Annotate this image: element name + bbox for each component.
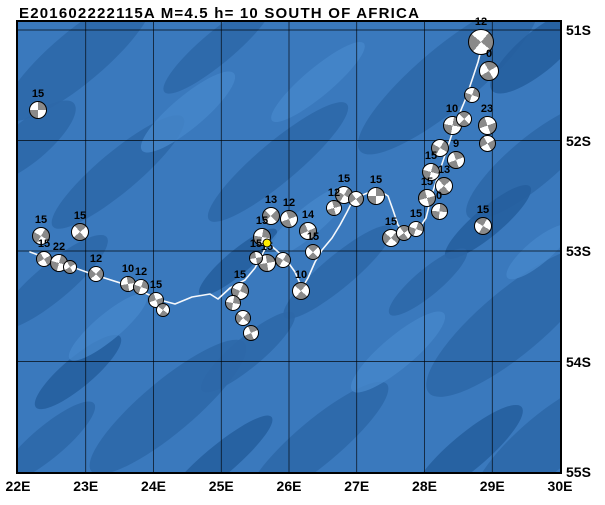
depth-label: 15 — [369, 174, 383, 186]
depth-label: 15 — [337, 173, 351, 185]
plot-title: E201602222115A M=4.5 h= 10 SOUTH OF AFRI… — [19, 5, 421, 22]
lon-label: 26E — [276, 478, 302, 494]
lon-label: 29E — [479, 478, 505, 494]
focal-mechanism — [479, 61, 499, 81]
focal-mechanism — [235, 310, 251, 326]
focal-mechanism — [292, 282, 310, 300]
graticule — [18, 22, 560, 472]
focal-mechanism — [133, 279, 149, 295]
depth-label: 15 — [37, 238, 51, 250]
depth-label: 15 — [306, 231, 320, 243]
depth-label: 0 — [435, 189, 443, 202]
lon-label: 22E — [5, 478, 31, 494]
focal-mechanism — [430, 202, 448, 220]
depth-label: 15 — [424, 150, 438, 162]
focal-mechanism — [477, 115, 497, 135]
lat-label: 53S — [566, 243, 591, 259]
focal-mechanism — [326, 200, 342, 216]
focal-mechanism — [431, 139, 449, 157]
depth-label: 13 — [264, 194, 278, 206]
depth-label: 15 — [73, 210, 87, 222]
lon-label: 25E — [208, 478, 234, 494]
focal-mechanism — [225, 295, 241, 311]
depth-label: 15 — [249, 238, 263, 250]
depth-label: 10 — [121, 263, 135, 275]
depth-label: 12 — [327, 187, 341, 199]
focal-mechanism — [156, 303, 170, 317]
focal-mechanism — [408, 221, 424, 237]
focal-mechanism — [71, 223, 89, 241]
lat-label: 55S — [566, 464, 591, 480]
focal-mechanism — [243, 325, 259, 341]
focal-mechanism — [367, 187, 385, 205]
depth-label: 15 — [476, 204, 490, 216]
depth-label: 15 — [34, 214, 48, 226]
focal-mechanism — [299, 222, 317, 240]
lon-label: 28E — [412, 478, 437, 494]
focal-mechanism — [305, 244, 321, 260]
depth-label: 14 — [301, 209, 315, 221]
focal-mechanism — [447, 151, 465, 169]
focal-mechanism — [348, 191, 364, 207]
lon-label: 27E — [344, 478, 370, 494]
depth-label: 15 — [255, 215, 269, 227]
focal-mechanism — [32, 227, 50, 245]
depth-label: 15 — [233, 269, 247, 281]
focal-mechanism — [262, 207, 280, 225]
focal-mechanism — [478, 134, 496, 152]
depth-label: 15 — [149, 279, 163, 291]
lat-label: 51S — [566, 22, 591, 38]
depth-label: 12 — [282, 197, 296, 209]
focal-mechanism — [464, 87, 480, 103]
depth-label: 23 — [480, 102, 494, 115]
focal-mechanism — [456, 111, 472, 127]
lon-label: 23E — [73, 478, 99, 494]
depth-label: 15 — [409, 208, 423, 220]
focal-mechanism-layer: 12 0 10 23 9 15 13 15 0 15 15 12 15 15 15 13 12 15 14 15 15 1… — [18, 17, 560, 472]
focal-mechanism — [29, 101, 47, 119]
depth-label: 15 — [384, 216, 398, 228]
map-area: 12 0 10 23 9 15 13 15 0 15 15 12 15 15 15 13 12 15 14 15 15 1… — [16, 17, 562, 474]
focal-mechanism — [280, 210, 298, 228]
focal-mechanism — [63, 260, 77, 274]
depth-label: 13 — [437, 164, 451, 176]
event-marker — [262, 238, 272, 248]
focal-mechanism — [418, 189, 436, 207]
depth-label: 15 — [420, 176, 434, 188]
depth-label: 12 — [89, 253, 103, 265]
focal-mechanism — [435, 177, 453, 195]
depth-label: 12 — [474, 16, 488, 28]
depth-label: 12 — [134, 266, 148, 278]
bathymetry-blobs — [18, 22, 560, 472]
focal-mechanism — [474, 217, 492, 235]
map-background — [18, 22, 560, 472]
depth-label: 10 — [294, 269, 308, 281]
depth-label: 10 — [445, 102, 459, 115]
lon-label: 30E — [547, 478, 573, 494]
focal-mechanism — [249, 251, 263, 265]
lat-label: 52S — [566, 132, 591, 149]
lon-label: 24E — [141, 478, 166, 494]
focal-mechanism — [422, 163, 440, 181]
lat-label: 54S — [566, 353, 591, 370]
focal-mechanism — [468, 29, 494, 55]
depth-label: 22 — [52, 241, 66, 253]
depth-label: 0 — [485, 48, 493, 60]
depth-label: 15 — [31, 88, 45, 100]
focal-mechanism — [88, 266, 104, 282]
depth-label: 9 — [452, 138, 460, 150]
focal-mechanism — [275, 252, 291, 268]
